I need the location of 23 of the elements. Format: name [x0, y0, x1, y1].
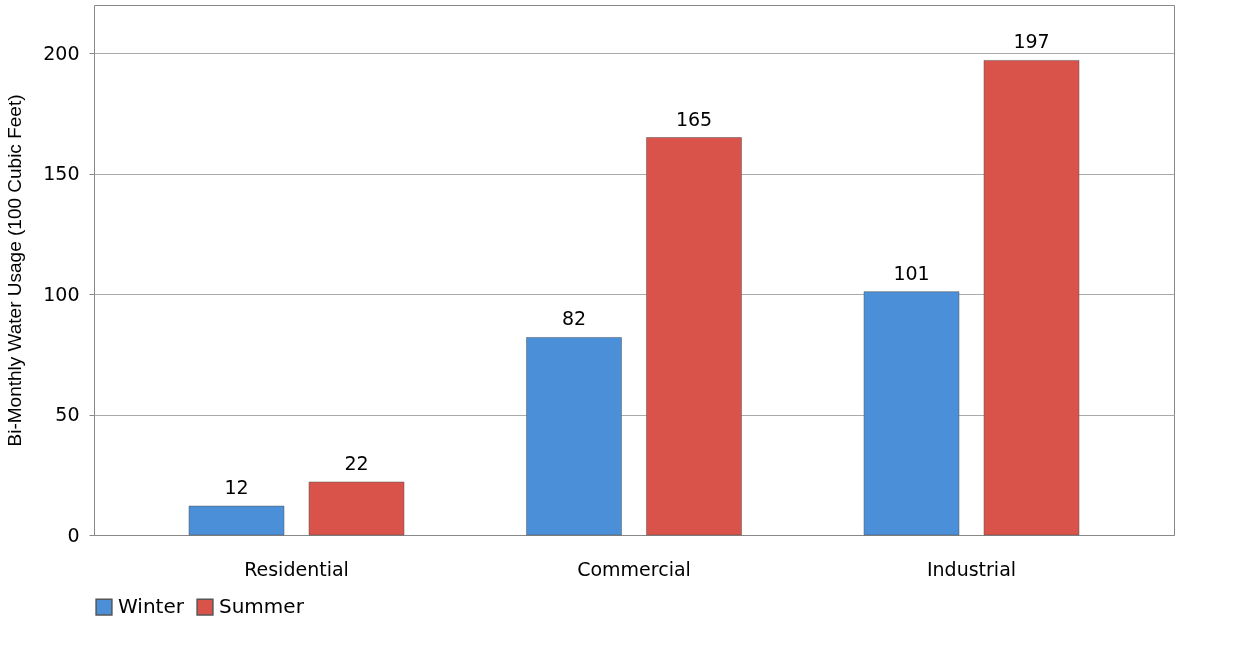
bar — [526, 337, 622, 536]
data-label: 165 — [675, 107, 713, 130]
data-label: 82 — [561, 307, 587, 330]
bar — [188, 505, 285, 536]
x-tick-label: Commercial — [577, 557, 691, 580]
bar — [308, 481, 405, 536]
data-label: 197 — [1013, 30, 1050, 53]
y-tick-label: 150 — [43, 162, 80, 185]
y-tick-label: 50 — [55, 403, 80, 426]
y-tick-label: 100 — [43, 282, 80, 305]
bar — [983, 60, 1080, 536]
data-label: 101 — [893, 261, 930, 284]
x-tick-label: Industrial — [926, 557, 1017, 580]
data-label: 22 — [344, 452, 369, 474]
data-label: 12 — [224, 476, 249, 499]
legend-label: Winter — [118, 594, 185, 619]
x-tick-label: Residential — [244, 557, 349, 580]
legend-label: Summer — [219, 594, 305, 619]
bar — [863, 291, 960, 536]
y-tick-label: 200 — [43, 41, 80, 64]
y-axis-title: Bi-Monthly Water Usage (100 Cubic Feet) — [4, 94, 26, 447]
y-tick-label: 0 — [67, 523, 80, 546]
bar — [646, 137, 742, 536]
